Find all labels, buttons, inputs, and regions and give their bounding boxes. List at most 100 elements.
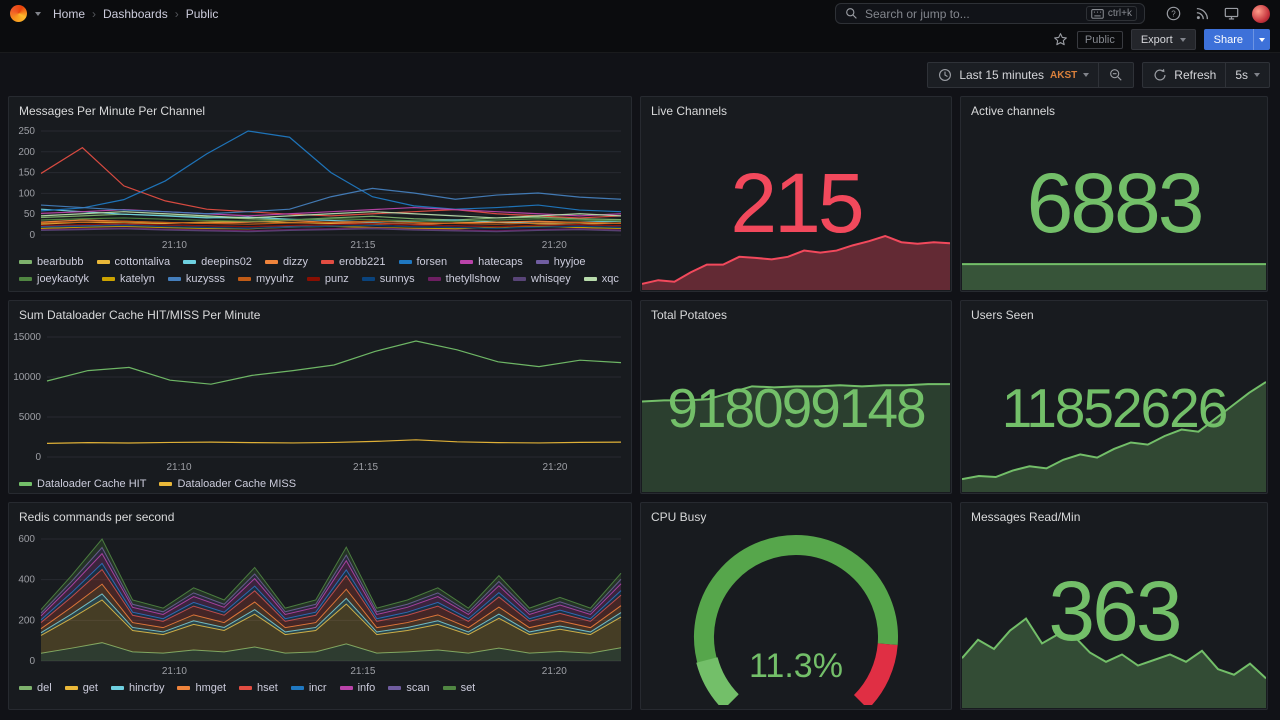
panel-dataloader-cache: Sum Dataloader Cache HIT/MISS Per Minute…	[8, 300, 632, 494]
legend-label: set	[460, 682, 476, 694]
legend-item[interactable]: del	[19, 681, 52, 695]
sparkline	[642, 234, 950, 290]
legend-item[interactable]: bearbubb	[19, 255, 84, 269]
legend-item[interactable]: thetyllshow	[427, 272, 500, 286]
svg-text:0: 0	[29, 230, 35, 241]
chevron-down-icon	[1254, 73, 1260, 77]
legend-item[interactable]: hatecaps	[460, 255, 523, 269]
refresh-interval-select[interactable]: 5s	[1226, 62, 1270, 88]
legend-item[interactable]: cottontaliva	[96, 255, 170, 269]
dashboard-toolbar: Public Export Share	[0, 27, 1280, 52]
legend-item[interactable]: Dataloader Cache MISS	[159, 477, 296, 491]
chevron-down-icon[interactable]	[35, 11, 41, 16]
legend-item[interactable]: whisqey	[513, 272, 571, 286]
breadcrumb-separator-icon	[92, 7, 96, 21]
messages-legend: bearbubb cottontaliva deepins02 dizzy erobb2…	[19, 255, 625, 286]
export-button[interactable]: Export	[1130, 29, 1196, 50]
stat-value: 363	[1048, 564, 1182, 658]
share-menu-button[interactable]	[1253, 29, 1270, 50]
time-range-button[interactable]: Last 15 minutes AKST	[927, 62, 1100, 88]
grafana-logo[interactable]	[10, 5, 27, 22]
legend-item[interactable]: Dataloader Cache HIT	[19, 477, 146, 491]
panel-title[interactable]: Messages Per Minute Per Channel	[19, 104, 206, 118]
stat-value: 11852626	[1001, 377, 1229, 439]
panel-messages-per-minute: Messages Per Minute Per Channel 0 50 100 15…	[8, 96, 632, 292]
legend-item[interactable]: info	[339, 681, 375, 695]
svg-text:600: 600	[18, 534, 35, 545]
search-field[interactable]	[865, 6, 1080, 21]
panel-title[interactable]: CPU Busy	[651, 510, 707, 524]
time-range-label: Last 15 minutes	[959, 68, 1045, 82]
legend-item[interactable]: scan	[388, 681, 430, 695]
gauge-value: 11.3%	[749, 647, 843, 685]
svg-text:21:15: 21:15	[350, 666, 375, 677]
sparkline	[962, 612, 1266, 708]
chevron-down-icon	[1083, 73, 1090, 77]
legend-item[interactable]: hincrby	[110, 681, 164, 695]
legend-label: scan	[406, 682, 430, 694]
search-input[interactable]: ctrl+k	[835, 3, 1145, 24]
legend-label: dizzy	[282, 256, 308, 268]
star-icon[interactable]	[1053, 32, 1069, 48]
legend-label: myyuhz	[255, 273, 294, 285]
help-icon[interactable]: ?	[1165, 6, 1181, 22]
legend-item[interactable]: erobb221	[321, 255, 386, 269]
time-range-group: Last 15 minutes AKST	[927, 62, 1135, 88]
panel-cpu-busy: CPU Busy 11.3%	[640, 502, 952, 710]
svg-text:100: 100	[18, 188, 35, 199]
legend-item[interactable]: dizzy	[264, 255, 308, 269]
svg-text:21:15: 21:15	[353, 462, 378, 473]
svg-text:?: ?	[1171, 9, 1176, 18]
refresh-button[interactable]: Refresh	[1142, 62, 1227, 88]
redis-legend: del get hincrby hmget hset incr info scan set	[19, 681, 625, 695]
legend-item[interactable]: sunnys	[361, 272, 415, 286]
svg-text:50: 50	[24, 209, 36, 220]
panel-title[interactable]: Live Channels	[651, 104, 728, 118]
legend-label: erobb221	[339, 256, 386, 268]
legend-item[interactable]: set	[442, 681, 476, 695]
legend-item[interactable]: hyyjoe	[535, 255, 586, 269]
legend-item[interactable]: forsen	[398, 255, 447, 269]
timezone-label: AKST	[1050, 69, 1078, 81]
legend-item[interactable]: get	[64, 681, 98, 695]
svg-text:200: 200	[18, 615, 35, 626]
legend-item[interactable]: hset	[239, 681, 278, 695]
legend-item[interactable]: myyuhz	[237, 272, 294, 286]
panel-title[interactable]: Messages Read/Min	[971, 510, 1081, 524]
shortcut-badge: ctrl+k	[1085, 6, 1137, 21]
legend-item[interactable]: xqc	[583, 272, 619, 286]
legend-item[interactable]: incr	[290, 681, 327, 695]
legend-label: katelyn	[119, 273, 155, 285]
svg-text:200: 200	[18, 147, 35, 158]
legend-item[interactable]: deepins02	[183, 255, 252, 269]
svg-text:21:20: 21:20	[542, 462, 567, 473]
top-nav: Home Dashboards Public ctrl+k ?	[0, 0, 1280, 53]
zoom-out-button[interactable]	[1099, 62, 1135, 88]
share-label[interactable]: Share	[1203, 29, 1253, 50]
avatar[interactable]	[1252, 4, 1270, 23]
breadcrumb-home[interactable]: Home	[53, 6, 86, 21]
breadcrumb-public[interactable]: Public	[185, 6, 219, 21]
svg-text:21:20: 21:20	[542, 240, 567, 251]
panel-title[interactable]: Sum Dataloader Cache HIT/MISS Per Minute	[19, 308, 261, 322]
legend-label: hatecaps	[478, 256, 523, 268]
monitor-icon[interactable]	[1223, 6, 1239, 22]
share-button[interactable]: Share	[1203, 29, 1270, 50]
chevron-down-icon	[1179, 37, 1186, 42]
panel-title[interactable]: Users Seen	[971, 308, 1034, 322]
panel-title[interactable]: Active channels	[971, 104, 1056, 118]
chevron-down-icon	[1259, 37, 1265, 42]
legend-item[interactable]: kuzysss	[167, 272, 225, 286]
svg-text:21:10: 21:10	[167, 462, 192, 473]
legend-item[interactable]: punz	[306, 272, 349, 286]
panel-title[interactable]: Total Potatoes	[651, 308, 728, 322]
legend-label: hmget	[195, 682, 227, 694]
legend-item[interactable]: katelyn	[101, 272, 155, 286]
rss-icon[interactable]	[1194, 6, 1210, 22]
legend-item[interactable]: joeykaotyk	[19, 272, 89, 286]
legend-label: punz	[324, 273, 349, 285]
panel-title[interactable]: Redis commands per second	[19, 510, 175, 524]
public-tag: Public	[1076, 30, 1123, 49]
breadcrumb-dashboards[interactable]: Dashboards	[103, 6, 168, 21]
legend-item[interactable]: hmget	[177, 681, 226, 695]
